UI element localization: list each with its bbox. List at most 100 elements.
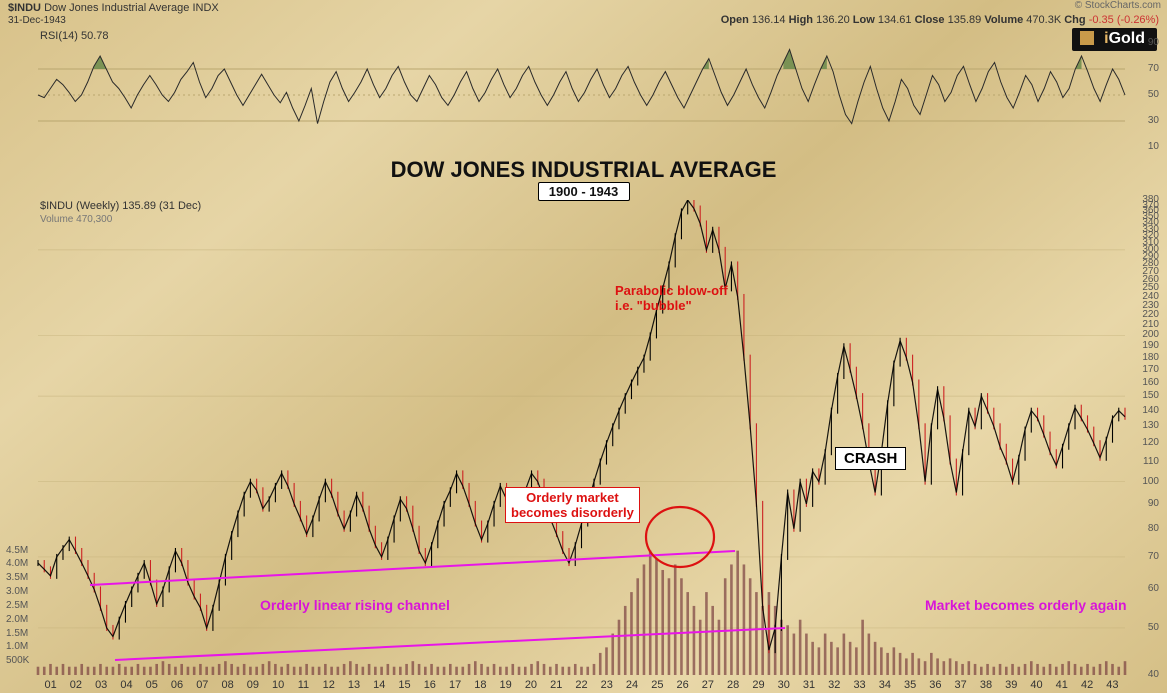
vol-ytick: 2.5M xyxy=(6,600,28,611)
year-xtick: 04 xyxy=(120,679,132,691)
ohlc-high: 136.20 xyxy=(816,14,850,26)
price-ytick: 180 xyxy=(1142,352,1159,363)
price-ytick: 150 xyxy=(1142,390,1159,401)
price-ytick: 220 xyxy=(1142,309,1159,320)
annot-parabolic-l2: i.e. "bubble" xyxy=(615,298,728,313)
header-right: Open 136.14 High 136.20 Low 134.61 Close… xyxy=(721,14,1159,26)
ohlc-open: 136.14 xyxy=(752,14,786,26)
price-ytick: 60 xyxy=(1148,583,1159,594)
year-xtick: 39 xyxy=(1005,679,1017,691)
symbol-ticker: $INDU xyxy=(8,2,41,14)
year-xtick: 41 xyxy=(1056,679,1068,691)
ohlc-volume: 470.3K xyxy=(1026,14,1061,26)
rsi-panel xyxy=(0,30,1167,160)
year-xtick: 23 xyxy=(601,679,613,691)
annot-disorderly-l2: becomes disorderly xyxy=(511,505,634,520)
year-xtick: 06 xyxy=(171,679,183,691)
year-xtick: 09 xyxy=(247,679,259,691)
year-xtick: 38 xyxy=(980,679,992,691)
vol-ytick: 500K xyxy=(6,655,29,666)
year-xtick: 31 xyxy=(803,679,815,691)
year-xtick: 18 xyxy=(474,679,486,691)
vol-ytick: 2.0M xyxy=(6,614,28,625)
rsi-ytick: 90 xyxy=(1148,37,1159,48)
vol-ytick: 1.0M xyxy=(6,641,28,652)
vol-ytick: 3.5M xyxy=(6,572,28,583)
annot-crash: CRASH xyxy=(835,447,906,470)
year-xtick: 32 xyxy=(828,679,840,691)
year-xtick: 03 xyxy=(95,679,107,691)
header-left: $INDU Dow Jones Industrial Average INDX … xyxy=(8,2,219,26)
annot-channel: Orderly linear rising channel xyxy=(260,597,450,613)
price-ytick: 100 xyxy=(1142,476,1159,487)
year-xtick: 35 xyxy=(904,679,916,691)
price-ytick: 70 xyxy=(1148,551,1159,562)
annot-disorderly: Orderly market becomes disorderly xyxy=(505,487,640,523)
stock-chart-panel: © StockCharts.com $INDU Dow Jones Indust… xyxy=(0,0,1167,693)
ohlc-close: 135.89 xyxy=(948,14,982,26)
year-xtick: 34 xyxy=(879,679,891,691)
year-xtick: 07 xyxy=(196,679,208,691)
year-xtick: 40 xyxy=(1030,679,1042,691)
rsi-ytick: 50 xyxy=(1148,89,1159,100)
year-xtick: 21 xyxy=(550,679,562,691)
year-xtick: 27 xyxy=(702,679,714,691)
year-xtick: 36 xyxy=(929,679,941,691)
vol-ytick: 1.5M xyxy=(6,628,28,639)
annot-parabolic: Parabolic blow-off i.e. "bubble" xyxy=(615,283,728,313)
vol-ytick: 4.0M xyxy=(6,558,28,569)
price-ytick: 170 xyxy=(1142,364,1159,375)
year-xtick: 20 xyxy=(525,679,537,691)
year-xtick: 11 xyxy=(298,679,309,691)
chart-header: $INDU Dow Jones Industrial Average INDX … xyxy=(0,0,1167,22)
year-xtick: 26 xyxy=(676,679,688,691)
price-ytick: 200 xyxy=(1142,329,1159,340)
price-ytick: 80 xyxy=(1148,523,1159,534)
year-xtick: 43 xyxy=(1106,679,1118,691)
price-ytick: 160 xyxy=(1142,377,1159,388)
year-xtick: 30 xyxy=(778,679,790,691)
year-xtick: 10 xyxy=(272,679,284,691)
ohlc-chg: -0.35 (-0.26%) xyxy=(1089,14,1159,26)
annot-orderly-again: Market becomes orderly again xyxy=(925,597,1127,613)
year-xtick: 37 xyxy=(955,679,967,691)
year-xtick: 24 xyxy=(626,679,638,691)
year-xtick: 15 xyxy=(398,679,410,691)
year-xtick: 14 xyxy=(373,679,385,691)
year-xtick: 17 xyxy=(449,679,461,691)
price-ytick: 210 xyxy=(1142,319,1159,330)
year-xtick: 16 xyxy=(424,679,436,691)
year-xtick: 28 xyxy=(727,679,739,691)
chart-title: DOW JONES INDUSTRIAL AVERAGE xyxy=(0,157,1167,183)
rsi-ytick: 10 xyxy=(1148,141,1159,152)
price-ytick: 110 xyxy=(1143,456,1159,467)
price-ytick: 380 xyxy=(1142,194,1159,205)
year-xtick: 42 xyxy=(1081,679,1093,691)
year-xtick: 02 xyxy=(70,679,82,691)
price-ytick: 140 xyxy=(1142,405,1159,416)
year-xtick: 29 xyxy=(752,679,764,691)
annot-disorderly-l1: Orderly market xyxy=(511,490,634,505)
vol-ytick: 3.0M xyxy=(6,586,28,597)
vol-ytick: 4.5M xyxy=(6,545,28,556)
year-xtick: 01 xyxy=(45,679,57,691)
rsi-ytick: 70 xyxy=(1148,63,1159,74)
price-ytick: 190 xyxy=(1142,340,1159,351)
year-xtick: 08 xyxy=(221,679,233,691)
year-xtick: 33 xyxy=(853,679,865,691)
price-ytick: 40 xyxy=(1148,669,1159,680)
chart-date: 31-Dec-1943 xyxy=(8,15,66,26)
year-xtick: 19 xyxy=(500,679,512,691)
year-xtick: 05 xyxy=(146,679,158,691)
year-xtick: 25 xyxy=(651,679,663,691)
year-xtick: 12 xyxy=(323,679,335,691)
year-xtick: 13 xyxy=(348,679,360,691)
symbol-description: Dow Jones Industrial Average INDX xyxy=(44,2,219,14)
year-xtick: 22 xyxy=(575,679,587,691)
price-ytick: 50 xyxy=(1148,622,1159,633)
price-ytick: 120 xyxy=(1142,437,1159,448)
price-ytick: 130 xyxy=(1142,420,1159,431)
rsi-ytick: 30 xyxy=(1148,115,1159,126)
chart-subtitle: 1900 - 1943 xyxy=(538,182,630,201)
price-ytick: 90 xyxy=(1148,498,1159,509)
